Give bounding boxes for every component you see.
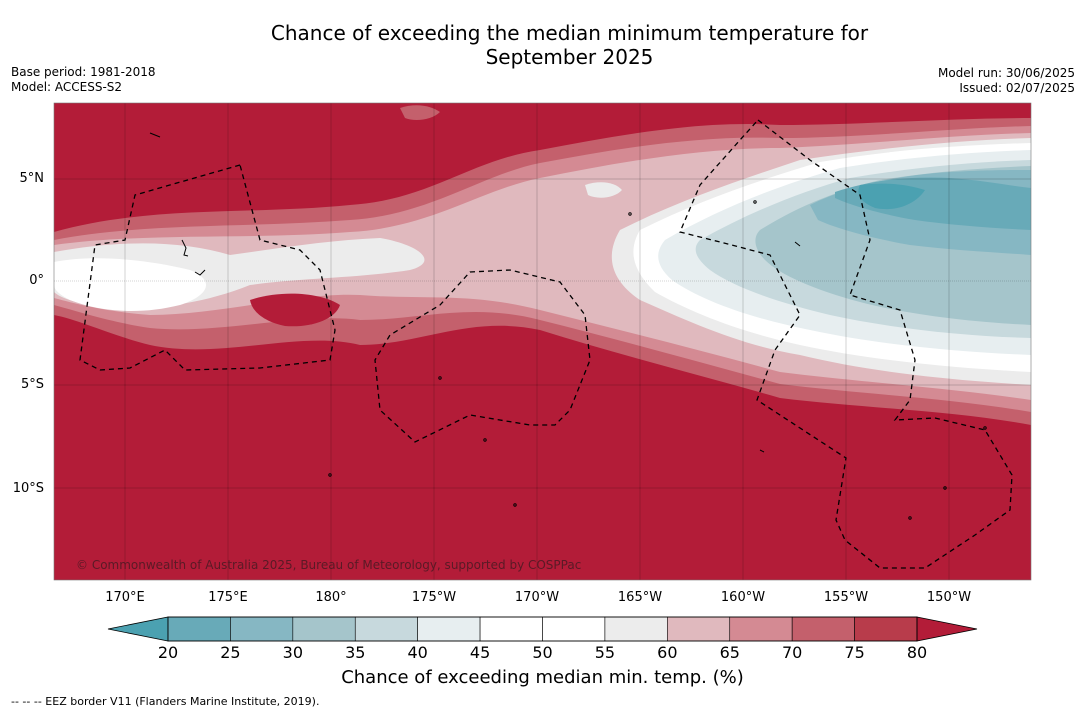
lon-label-170e: 170°E <box>105 590 145 605</box>
colorbar-frame <box>167 616 918 642</box>
title-line-1: Chance of exceeding the median minimum t… <box>270 21 869 45</box>
colorbar-bin <box>417 616 481 642</box>
map-frame <box>53 102 1032 581</box>
title-line-2: September 2025 <box>485 45 654 69</box>
colorbar-bin <box>230 616 294 642</box>
warm-patch-1 <box>250 293 340 327</box>
colorbar-bin <box>167 616 231 642</box>
colorbar-bin <box>292 616 356 642</box>
warm-patch-2 <box>585 182 622 198</box>
chart-title: Chance of exceeding the median minimum t… <box>0 21 1085 69</box>
eez-tokelau <box>374 269 591 443</box>
map-area <box>54 103 1031 580</box>
contour-15 <box>858 183 925 210</box>
issued-date: Issued: 02/07/2025 <box>959 81 1075 95</box>
lat-label-5s: 5°S <box>20 377 44 392</box>
lat-label-0: 0° <box>29 273 44 288</box>
colorbar-tick-label: 25 <box>220 643 241 662</box>
meta-left: Base period: 1981-2018 Model: ACCESS-S2 <box>11 65 156 95</box>
colorbar <box>107 616 978 642</box>
base-period: Base period: 1981-2018 <box>11 65 156 79</box>
colorbar-tick-label: 45 <box>469 643 491 662</box>
colorbar-tick-label: 70 <box>781 643 803 662</box>
warm-patch-3 <box>400 105 440 120</box>
lon-label-175w: 175°W <box>411 590 457 605</box>
lon-label-165w: 165°W <box>617 590 663 605</box>
lon-label-150w: 150°W <box>926 590 972 605</box>
colorbar-bin <box>729 616 793 642</box>
contour-50-west <box>54 258 207 312</box>
meta-right: Model run: 30/06/2025 Issued: 02/07/2025 <box>938 66 1075 96</box>
colorbar-tick-label: 50 <box>532 643 553 662</box>
colorbar-bin <box>791 616 855 642</box>
colorbar-tick-label: 40 <box>407 643 428 662</box>
lon-label-155w: 155°W <box>823 590 869 605</box>
model-name: Model: ACCESS-S2 <box>11 80 123 94</box>
colorbar-tick-label: 55 <box>594 643 616 662</box>
graticule <box>54 103 1031 580</box>
eez-footnote: -- -- -- EEZ border V11 (Flanders Marine… <box>11 695 320 708</box>
colorbar-tick-label: 20 <box>157 643 179 662</box>
colorbar-bin <box>542 616 606 642</box>
colorbar-bin <box>854 616 918 642</box>
eez-line-islands <box>679 119 1013 569</box>
colorbar-tick-label: 75 <box>844 643 865 662</box>
colorbar-tick-label: 35 <box>345 643 366 662</box>
colorbar-bin <box>604 616 668 642</box>
lon-label-180: 180° <box>315 590 347 605</box>
island-outlines <box>149 132 987 520</box>
colorbar-tick-label: 65 <box>719 643 740 662</box>
model-run: Model run: 30/06/2025 <box>937 66 1075 80</box>
colorbar-title: Chance of exceeding median min. temp. (%… <box>341 667 744 688</box>
colorbar-bin <box>667 616 731 642</box>
colorbar-low-arrow <box>107 616 169 642</box>
copyright-notice: © Commonwealth of Australia 2025, Bureau… <box>76 558 582 572</box>
colorbar-tick-label: 80 <box>906 643 928 662</box>
eez-tuvalu-kiribati-west <box>79 164 336 371</box>
colorbar-bins <box>167 616 918 642</box>
lat-label-5n: 5°N <box>19 171 45 186</box>
lon-label-170w: 170°W <box>514 590 560 605</box>
lat-label-10s: 10°S <box>12 481 44 496</box>
colorbar-tick-label: 30 <box>282 643 304 662</box>
colorbar-bin <box>479 616 543 642</box>
colorbar-tick-label: 60 <box>657 643 678 662</box>
lon-label-175e: 175°E <box>208 590 248 605</box>
colorbar-high-arrow <box>916 616 978 642</box>
eez-borders <box>79 119 1013 569</box>
lon-label-160w: 160°W <box>720 590 766 605</box>
colorbar-bin <box>354 616 418 642</box>
